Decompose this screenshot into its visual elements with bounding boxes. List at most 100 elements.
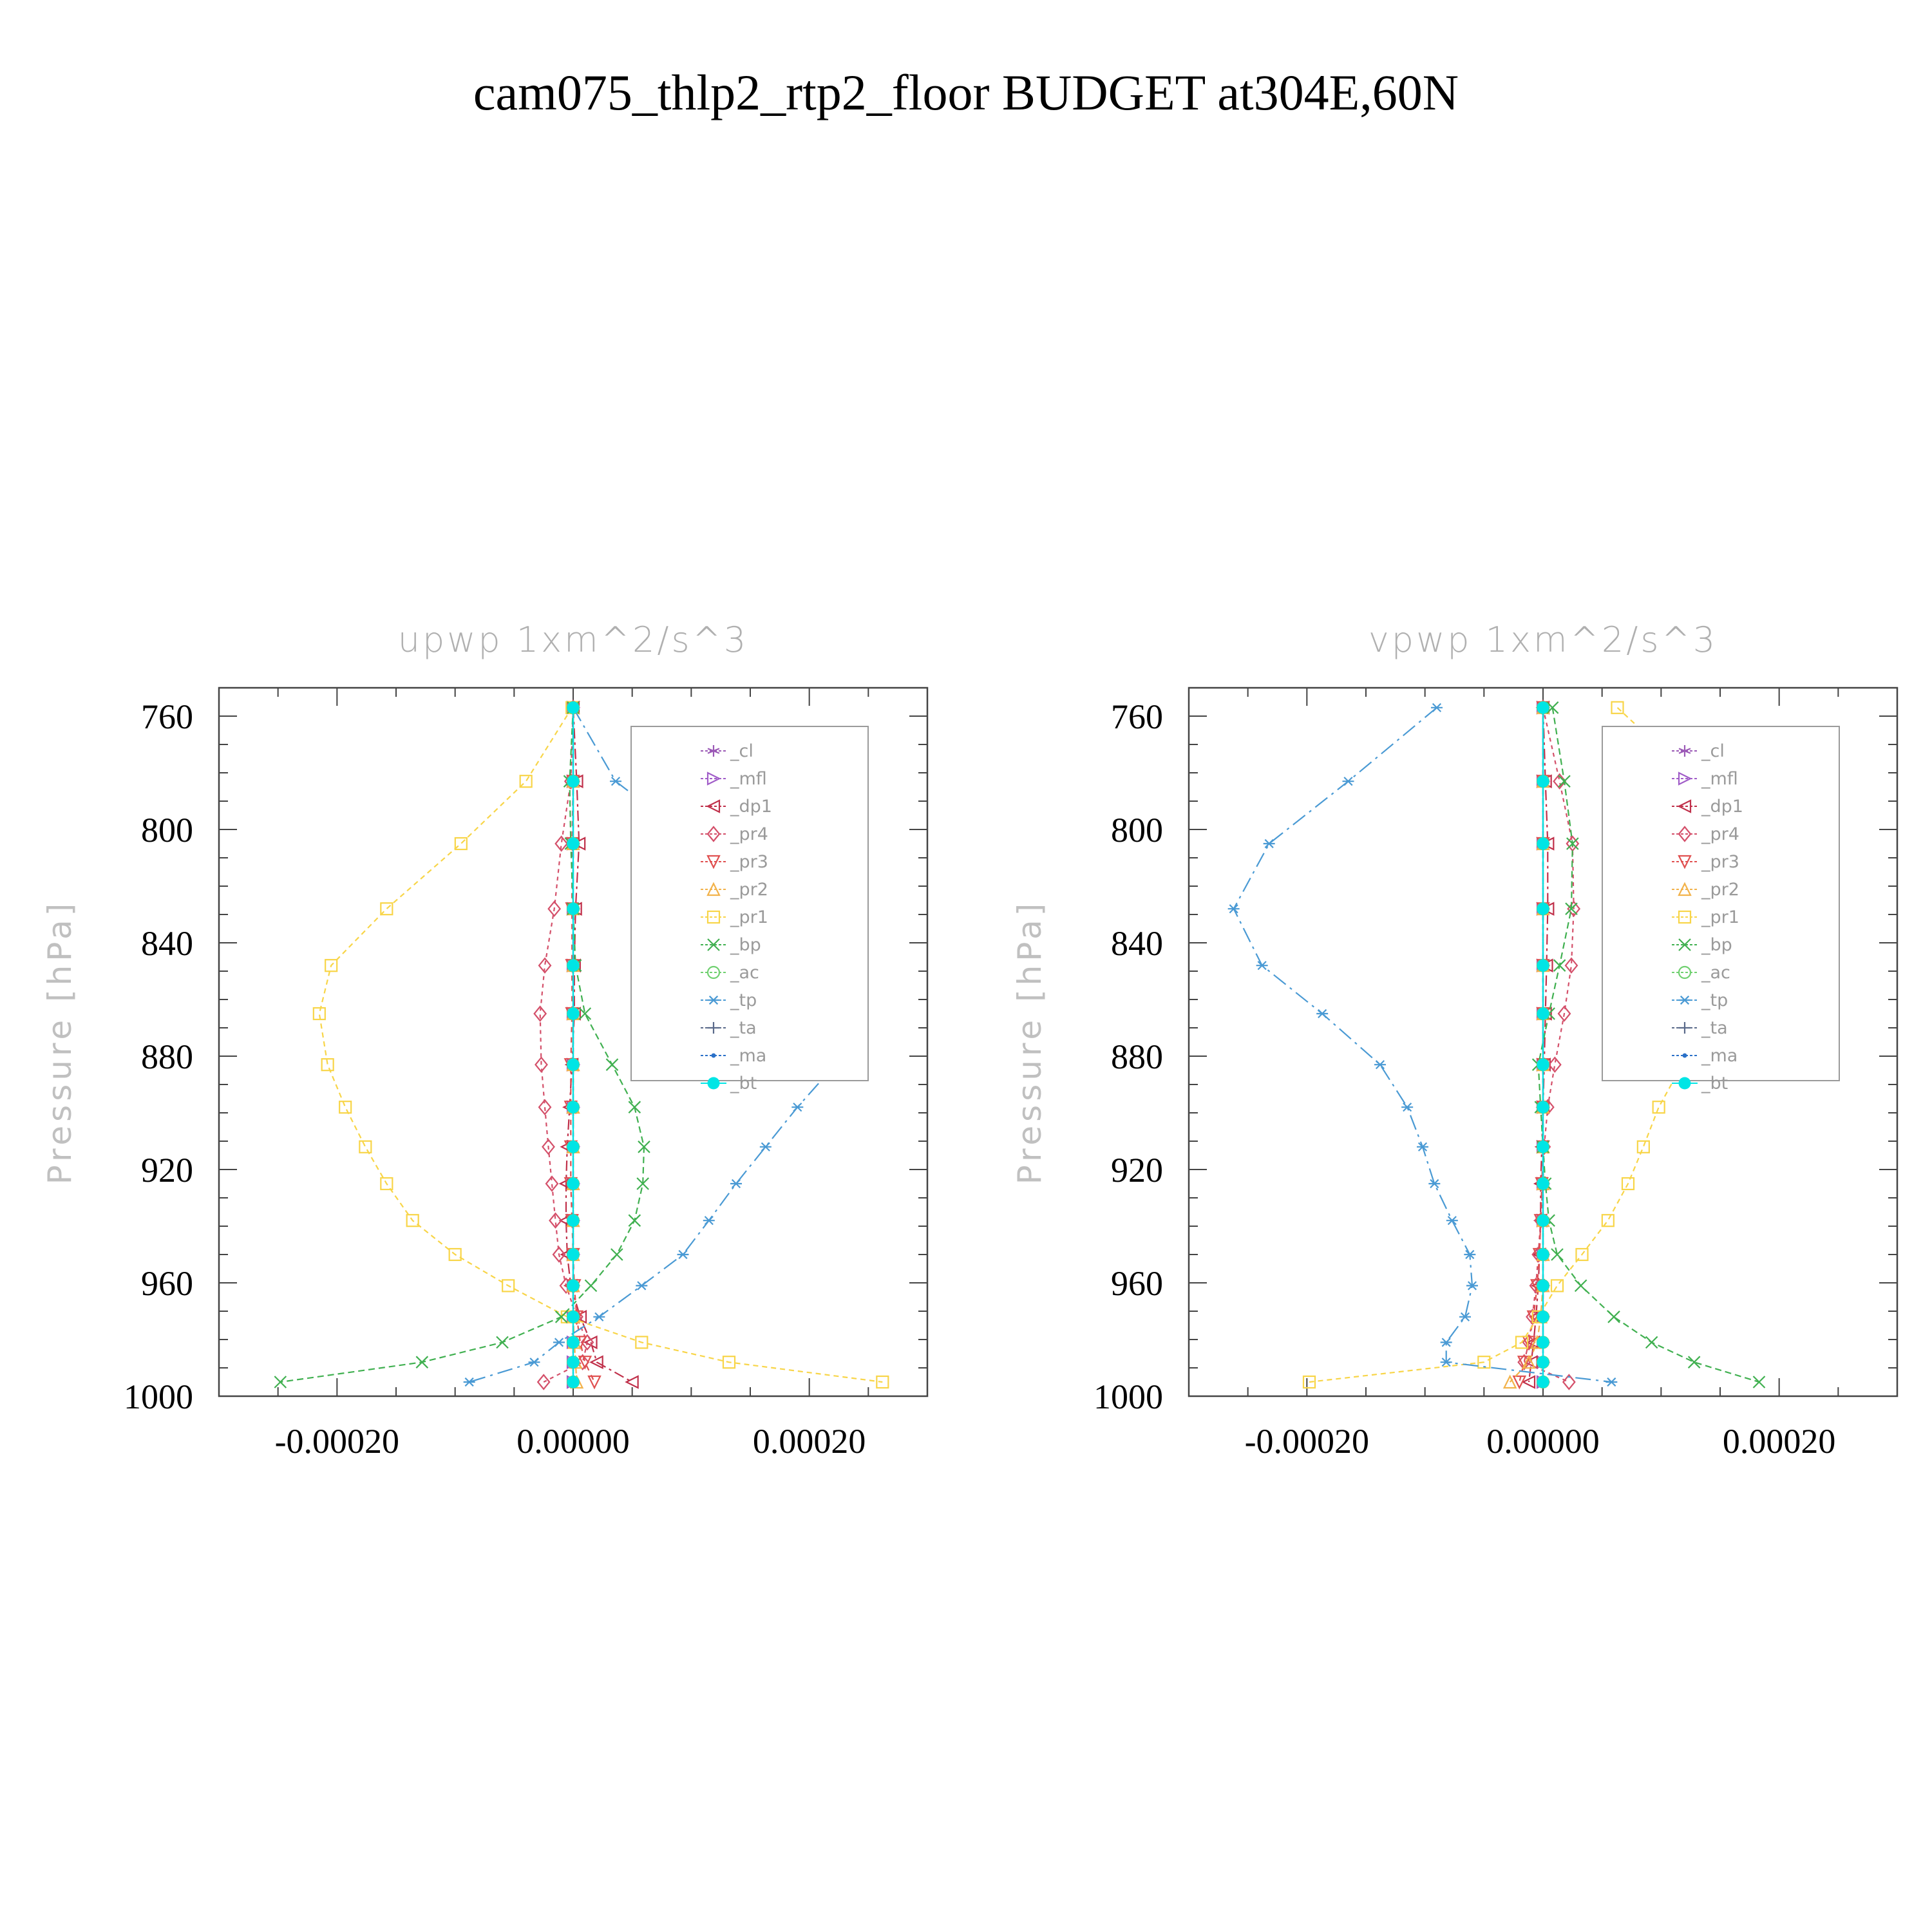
data-point: [1537, 1311, 1549, 1323]
data-point: [553, 1338, 565, 1347]
upwp-panel: upwp 1xm^2/s^3 Pressure [hPa] 760 800 840 880…: [41, 620, 929, 1461]
data-point: [1512, 1375, 1527, 1390]
y-tick-label: 840: [141, 924, 193, 963]
data-point: [567, 959, 580, 972]
legend-marker: [706, 799, 721, 813]
data-point: [791, 1103, 804, 1112]
data-point: [1566, 837, 1579, 850]
legend-marker: [711, 1053, 716, 1058]
data-point: [567, 1058, 580, 1071]
data-point: [1652, 1101, 1665, 1114]
legend-marker: [1678, 965, 1692, 980]
legend-label: _mfl: [730, 769, 767, 789]
y-tick-label: 800: [141, 811, 193, 849]
legend-marker: [706, 965, 721, 980]
panel-title: upwp 1xm^2/s^3: [398, 620, 749, 660]
data-point: [1605, 1377, 1618, 1387]
data-point: [578, 1356, 592, 1370]
data-point: [1302, 1375, 1316, 1389]
data-point: [542, 1139, 555, 1155]
data-point: [587, 1375, 601, 1390]
data-point: [502, 1279, 515, 1293]
data-point: [1565, 902, 1578, 915]
data-point: [1537, 1214, 1549, 1227]
data-point: [552, 1246, 566, 1263]
legend-label: _dp1: [1701, 797, 1743, 817]
data-point: [567, 902, 580, 915]
data-point: [611, 1248, 623, 1261]
data-point: [567, 1101, 580, 1113]
data-point: [1374, 1060, 1386, 1070]
data-point: [1558, 775, 1571, 788]
data-point: [1537, 1248, 1549, 1261]
data-point: [567, 1311, 580, 1323]
data-point: [380, 902, 393, 916]
data-point: [567, 1141, 580, 1153]
data-point: [628, 1101, 641, 1113]
data-point: [1537, 1141, 1549, 1153]
data-point: [1537, 1058, 1549, 1071]
data-point: [1431, 703, 1443, 712]
y-axis-label: Pressure [hPa]: [1011, 900, 1048, 1185]
legend-marker: [706, 772, 721, 786]
data-point: [1607, 1311, 1620, 1323]
data-point: [1574, 1279, 1587, 1293]
data-point: [677, 1249, 689, 1260]
data-point: [549, 1212, 562, 1229]
legend-label: _cl: [1701, 741, 1725, 761]
data-point: [1522, 1336, 1536, 1350]
legend-marker: [707, 938, 720, 951]
data-point: [547, 900, 562, 917]
data-point: [1256, 961, 1268, 971]
data-point: [1553, 959, 1566, 972]
y-tick-label: 960: [141, 1264, 193, 1303]
y-axis-label: Pressure [hPa]: [41, 900, 79, 1185]
legend-label: _pr4: [1701, 824, 1739, 844]
data-point: [1316, 1009, 1329, 1019]
data-point: [584, 1279, 598, 1293]
y-tick-label: 960: [1111, 1264, 1163, 1303]
data-point: [359, 1140, 372, 1153]
data-point: [567, 701, 580, 714]
data-point: [1537, 1376, 1549, 1388]
data-point: [536, 1374, 551, 1390]
data-point: [1537, 1177, 1549, 1190]
data-point: [339, 1101, 352, 1114]
y-tick-label: 760: [141, 697, 193, 736]
data-point: [1502, 1374, 1517, 1389]
data-point: [463, 1377, 475, 1387]
data-point: [1557, 1005, 1571, 1022]
legend-label: _mfl: [1701, 769, 1738, 789]
y-tick-label: 920: [1111, 1151, 1163, 1189]
legend-label: _pr2: [730, 880, 768, 900]
legend-marker: [1678, 826, 1692, 842]
data-point: [1645, 1336, 1658, 1349]
data-point: [1546, 701, 1559, 714]
legend-label: _bt: [1701, 1074, 1728, 1094]
legend-label: _bp: [1701, 935, 1732, 955]
data-point: [1515, 1336, 1529, 1349]
legend-label: _pr1: [1701, 907, 1739, 927]
data-point: [1521, 1375, 1536, 1389]
legend-label: _ta: [730, 1018, 757, 1038]
legend-label: _pr2: [1701, 880, 1739, 900]
data-point: [554, 1311, 568, 1323]
data-point: [1477, 1356, 1491, 1369]
y-tick-label: 840: [1111, 924, 1163, 963]
data-point: [605, 1058, 619, 1071]
data-point: [1636, 1140, 1650, 1153]
data-point: [593, 1312, 605, 1321]
data-point: [636, 1177, 649, 1190]
legend: _cl _mfl _dp1 _pr4 _pr3 _pr2 _pr1 _bp _ac _tp _ta _…: [630, 726, 869, 1094]
data-point: [380, 1177, 393, 1191]
data-point: [1601, 1214, 1615, 1227]
legend-marker: [706, 855, 721, 869]
data-point: [1537, 701, 1549, 714]
legend-marker: [707, 745, 720, 757]
data-point: [636, 1281, 648, 1291]
data-point: [1401, 1103, 1414, 1112]
data-point: [1417, 1142, 1428, 1151]
data-point: [1752, 1376, 1766, 1388]
x-tick-label: 0.00020: [1723, 1422, 1836, 1461]
legend-label: _ma: [1701, 1046, 1738, 1066]
